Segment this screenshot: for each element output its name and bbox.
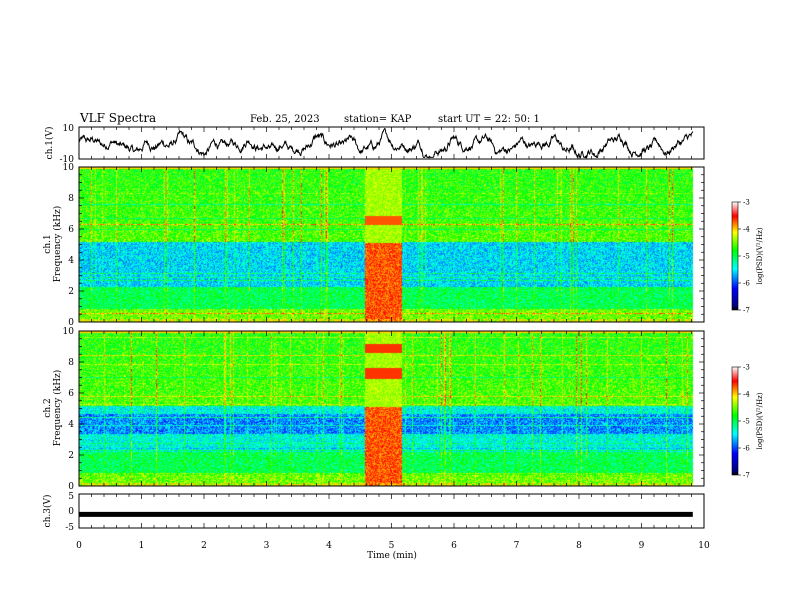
time-tick-label: 2 <box>201 541 207 551</box>
ch1-waveform-panel: 10 -10 ch.1(V) <box>44 124 705 165</box>
ch3-ytick-middle: 0 <box>68 507 74 517</box>
time-tick-label: 8 <box>576 541 582 551</box>
frequency-tick-label: 0 <box>68 318 74 328</box>
ch1-colorbar-label: log(PSD)(V²/Hz) <box>756 227 764 284</box>
time-tick-label: 3 <box>264 541 270 551</box>
time-tick-label: 10 <box>698 541 710 551</box>
ch3-ytick-bottom: -5 <box>65 523 74 533</box>
figure-title: VLF Spectra <box>79 111 156 125</box>
ch2-spectrogram-heatmap <box>79 331 704 486</box>
frequency-tick-label: 10 <box>63 327 75 337</box>
ch1-ytick-top: 10 <box>63 124 75 134</box>
frequency-tick-label: 8 <box>68 194 74 204</box>
time-tick-label: 5 <box>389 541 395 551</box>
frequency-tick-label: 4 <box>68 256 74 266</box>
date-label: Feb. 25, 2023 <box>250 114 320 125</box>
time-tick-label: 4 <box>326 541 332 551</box>
time-tick-label: 6 <box>451 541 457 551</box>
ch1-spectrogram-yticks: 0 2 4 6 8 10 <box>63 163 704 328</box>
colorbar-tick-label: -3 <box>743 364 750 372</box>
frequency-tick-label: 10 <box>63 163 75 173</box>
ch1-waveform-trace <box>78 128 694 159</box>
colorbar-tick-label: -7 <box>743 472 750 480</box>
colorbar-tick-label: -5 <box>743 253 750 261</box>
colorbar-tick-label: -5 <box>743 418 750 426</box>
start-time-label: start UT = 22: 50: 1 <box>438 114 540 125</box>
frequency-tick-label: 6 <box>68 225 74 235</box>
ch1-spectrogram-heatmap <box>79 167 704 322</box>
time-tick-label: 1 <box>139 541 145 551</box>
ch1-channel-label: ch.1 <box>43 234 53 253</box>
ch1-ytick-bottom: -10 <box>60 155 75 165</box>
ch3-waveform-panel: 5 0 -5 ch.3(V) 0 1 2 3 4 5 6 7 8 9 10 Time (min) <box>42 492 710 561</box>
ch1-waveform-xticks <box>78 127 705 159</box>
colorbar-tick-label: -4 <box>743 226 750 234</box>
station-label: station= KAP <box>344 114 412 125</box>
ch3-ytick-top: 5 <box>68 492 74 502</box>
ch2-colorbar <box>731 366 739 476</box>
ch2-colorbar-label: log(PSD)(V²/Hz) <box>756 392 764 449</box>
frequency-tick-label: 2 <box>68 287 74 297</box>
time-tick-label: 0 <box>76 541 82 551</box>
time-axis-label: Time (min) <box>367 550 417 561</box>
ch3-waveform-frame <box>78 493 705 529</box>
frequency-tick-label: 4 <box>68 420 74 430</box>
ch3-waveform-xticks <box>78 494 705 528</box>
colorbar-tick-label: -6 <box>743 280 750 288</box>
ch1-waveform-ylabel: ch.1(V) <box>44 127 55 160</box>
colorbar-tick-label: -4 <box>743 391 750 399</box>
ch1-frequency-ylabel: Frequency (kHz) <box>52 206 63 283</box>
frequency-tick-label: 0 <box>68 482 74 492</box>
colorbar-tick-label: -3 <box>743 199 750 207</box>
time-axis-tick-labels: 0 1 2 3 4 5 6 7 8 9 10 <box>76 541 710 551</box>
frequency-tick-label: 2 <box>68 451 74 461</box>
colorbar-tick-label: -6 <box>743 445 750 453</box>
time-tick-label: 7 <box>514 541 520 551</box>
frequency-tick-label: 6 <box>68 389 74 399</box>
ch1-colorbar-ticks: -3 -4 -5 -6 -7 <box>738 199 750 315</box>
ch2-spectrogram-yticks: 0 2 4 6 8 10 <box>63 327 704 492</box>
time-tick-label: 9 <box>639 541 645 551</box>
ch2-colorbar-ticks: -3 -4 -5 -6 -7 <box>738 364 750 480</box>
ch1-colorbar <box>731 201 739 311</box>
frequency-tick-label: 8 <box>68 358 74 368</box>
ch2-frequency-ylabel: Frequency (kHz) <box>52 370 63 447</box>
ch3-waveform-ylabel: ch.3(V) <box>42 495 53 528</box>
colorbar-tick-label: -7 <box>743 307 750 315</box>
ch2-spectrogram-xticks <box>78 331 705 486</box>
ch2-channel-label: ch.2 <box>43 398 53 417</box>
ch1-spectrogram-xticks <box>78 167 705 322</box>
